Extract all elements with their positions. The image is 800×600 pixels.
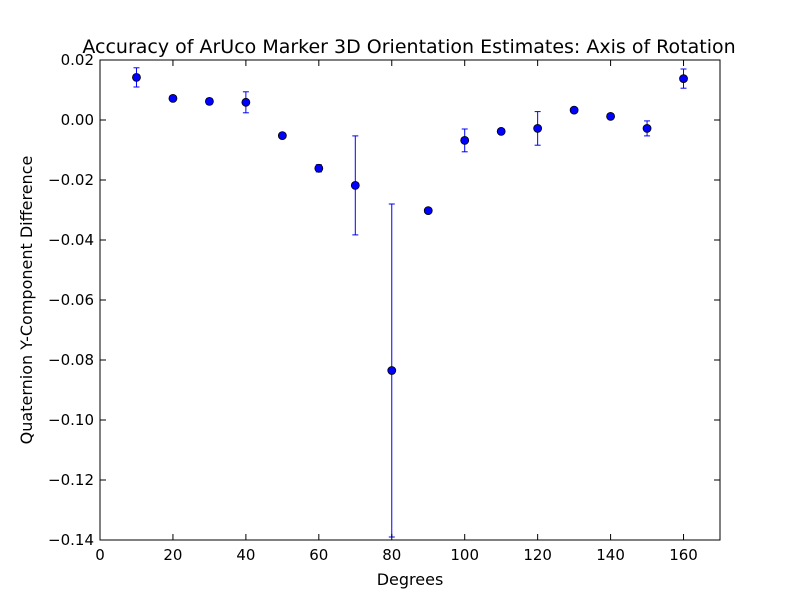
x-tick-label: 20: [163, 546, 182, 564]
y-tick-label: −0.12: [48, 471, 94, 489]
chart-title: Accuracy of ArUco Marker 3D Orientation …: [82, 36, 735, 58]
data-point: [496, 126, 506, 136]
x-axis: 0 20 40 60 80 100 120 140 160: [95, 60, 698, 564]
y-tick-label: −0.02: [48, 171, 94, 189]
x-tick-label: 120: [523, 546, 552, 564]
x-tick-label: 160: [669, 546, 698, 564]
data-point: [277, 131, 287, 141]
y-tick-label: 0.02: [61, 51, 94, 69]
data-point: [569, 105, 579, 115]
data-point: [132, 73, 141, 82]
data-point: [387, 366, 397, 375]
x-axis-label: Degrees: [377, 570, 444, 589]
y-axis: 0.02 0.00 −0.02 −0.04 −0.06 −0.08 −0.10 −0.12 −0…: [48, 51, 720, 549]
x-tick-label: 100: [450, 546, 479, 564]
y-axis-label: Quaternion Y-Component Difference: [17, 156, 36, 445]
data-point: [205, 97, 214, 106]
x-tick-label: 0: [95, 546, 105, 564]
data-point: [168, 94, 178, 103]
y-tick-label: −0.14: [48, 531, 94, 549]
data-point: [642, 123, 652, 133]
y-tick-label: −0.10: [48, 411, 94, 429]
plot-frame: [99, 59, 721, 541]
y-tick-label: −0.06: [48, 291, 94, 309]
x-tick-label: 60: [309, 546, 328, 564]
data-point: [533, 123, 543, 133]
x-tick-label: 40: [236, 546, 255, 564]
plot-area: [132, 67, 688, 538]
data-point: [460, 135, 470, 145]
data-point: [606, 112, 615, 121]
data-point: [423, 206, 433, 216]
data-point: [241, 97, 251, 107]
y-tick-label: −0.04: [48, 231, 94, 249]
x-tick-label: 80: [382, 546, 401, 564]
data-point: [350, 180, 360, 190]
y-tick-label: 0.00: [61, 111, 94, 129]
y-tick-label: −0.08: [48, 351, 94, 369]
data-point: [314, 163, 324, 173]
x-tick-label: 140: [596, 546, 625, 564]
data-point: [679, 74, 688, 83]
